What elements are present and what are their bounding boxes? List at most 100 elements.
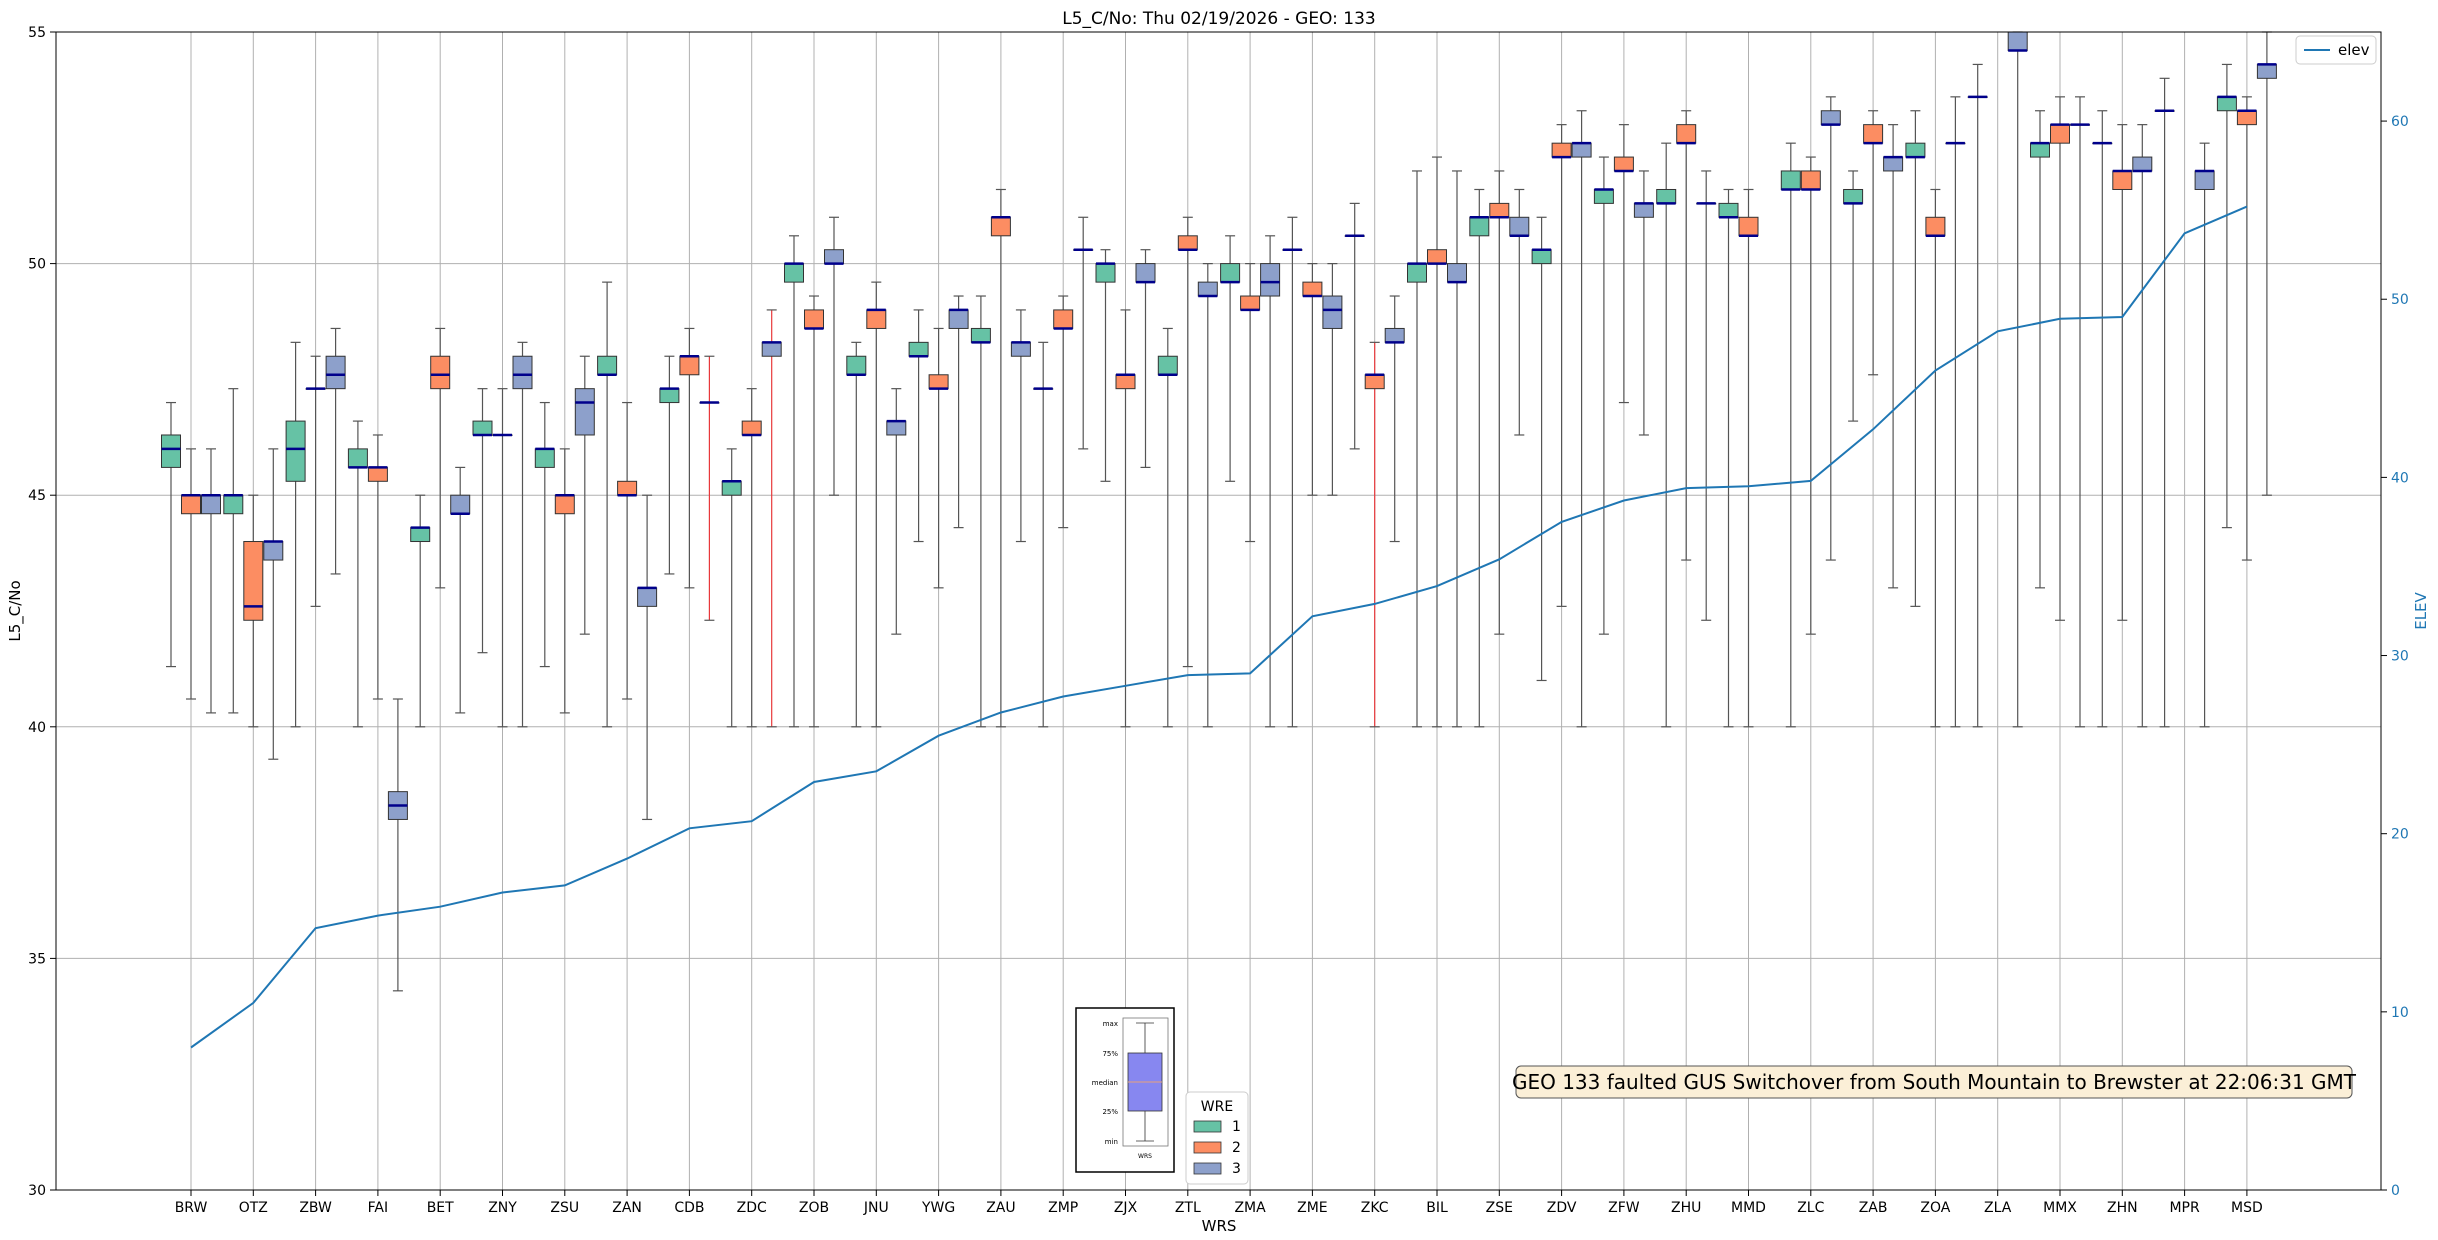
box-mmd-wre2 (1738, 188, 1759, 728)
box-zlc-wre2 (1800, 156, 1821, 635)
box-zse-wre3 (1509, 188, 1530, 436)
box-body (1427, 249, 1447, 265)
box-zdv-wre2 (1551, 124, 1572, 607)
box-body (2030, 142, 2050, 158)
box-zjx-wre1 (1095, 249, 1116, 482)
box-zan-wre1 (597, 281, 618, 728)
box-body (1738, 216, 1759, 237)
box-zbw-wre2 (305, 355, 326, 607)
x-tick-label: ZSU (550, 1200, 579, 1216)
box-body (970, 327, 991, 343)
y2-axis-label: ELEV (2412, 591, 2430, 629)
y2-tick-label: 30 (2391, 649, 2409, 665)
box-body (1780, 170, 1801, 190)
box-body (1095, 263, 1116, 283)
chart-title: L5_C/No: Thu 02/19/2026 - GEO: 133 (1062, 9, 1375, 29)
box-body (1843, 188, 1864, 204)
box-body (784, 263, 804, 283)
box-zab-wre2 (1863, 110, 1884, 376)
box-zdc-wre1 (721, 448, 742, 728)
box-body (574, 388, 595, 436)
box-body (325, 355, 346, 390)
box-zdv-wre3 (1571, 110, 1592, 728)
box-body (886, 420, 907, 436)
wre-legend-title: WRE (1201, 1099, 1233, 1115)
y-tick-label: 40 (28, 720, 46, 736)
box-zjx-wre3 (1135, 249, 1156, 469)
wre-legend-label-2: 2 (1232, 1140, 1241, 1156)
box-body (1633, 202, 1654, 218)
box-body (243, 541, 264, 621)
box-body (679, 355, 700, 376)
elev-legend: elev (2295, 35, 2377, 65)
box-zdc-wre2 (741, 388, 762, 728)
x-tick-label: JNU (863, 1200, 889, 1216)
box-zfw-wre3 (1633, 170, 1654, 436)
box-body (1322, 295, 1343, 329)
box-mmx-wre3 (2070, 96, 2090, 728)
box-msd-wre2 (2236, 96, 2257, 561)
elev-legend-frame (2295, 35, 2377, 65)
elev-line (190, 205, 2248, 1049)
box-body (554, 494, 575, 515)
box-zjx-wre2 (1115, 309, 1136, 728)
box-zhn-wre3 (2132, 124, 2153, 728)
box-body (597, 355, 618, 376)
box-body (1905, 142, 1926, 158)
box-body (928, 374, 949, 390)
box-body (721, 480, 742, 496)
box-body (1531, 249, 1552, 265)
x-tick-label: CDB (674, 1200, 704, 1216)
box-zau-wre2 (990, 188, 1011, 728)
box-body (1718, 202, 1739, 218)
box-plots (161, 31, 2277, 992)
box-body (846, 355, 867, 376)
box-body (1260, 263, 1281, 297)
box-body (2194, 170, 2215, 190)
box-body (866, 309, 887, 329)
box-body (1676, 124, 1697, 144)
box-body (201, 494, 221, 515)
box-body (410, 527, 431, 543)
box-body (223, 494, 244, 515)
box-zme-wre3 (1322, 263, 1343, 496)
box-body (617, 480, 638, 496)
box-body (430, 355, 451, 390)
box-msd-wre1 (2216, 63, 2237, 529)
box-body (1509, 216, 1530, 237)
box-zsu-wre2 (554, 448, 575, 714)
box-body (1613, 156, 1634, 172)
box-zma-wre2 (1240, 263, 1261, 543)
box-zkc-wre2 (1364, 341, 1385, 728)
box-body (1220, 263, 1241, 283)
box-body (1384, 327, 1405, 343)
box-body (659, 388, 680, 404)
box-body (1551, 142, 1572, 158)
box-zlc-wre1 (1780, 142, 1801, 728)
x-tick-label: ZOB (799, 1200, 829, 1216)
box-mpr-wre3 (2194, 142, 2215, 728)
elev-legend-label: elev (2338, 41, 2370, 59)
box-zme-wre2 (1302, 263, 1323, 496)
box-body (908, 341, 929, 357)
box-fai-wre3 (387, 698, 408, 992)
x-tick-label: ZME (1297, 1200, 1328, 1216)
box-zme-wre1 (1282, 216, 1303, 728)
box-zdc-wre3 (761, 309, 782, 728)
box-zhu-wre1 (1656, 142, 1677, 728)
box-zob-wre3 (824, 216, 844, 496)
x-tick-label: MSD (2231, 1200, 2263, 1216)
box-cdb-wre2 (679, 327, 700, 589)
box-body (1469, 216, 1490, 237)
box-key-label-q3: 75% (1102, 1050, 1118, 1058)
box-cdb-wre3 (699, 355, 720, 621)
box-mmd-wre1 (1718, 188, 1739, 728)
box-zau-wre1 (970, 295, 991, 728)
box-zkc-wre3 (1384, 295, 1405, 543)
box-zab-wre3 (1883, 124, 1904, 589)
x-tick-label: ZJX (1114, 1200, 1138, 1216)
y-tick-label: 50 (28, 257, 46, 273)
x-tick-label: ZHU (1671, 1200, 1701, 1216)
box-key-label-q1: 25% (1102, 1108, 1118, 1116)
box-zan-wre2 (617, 401, 638, 700)
